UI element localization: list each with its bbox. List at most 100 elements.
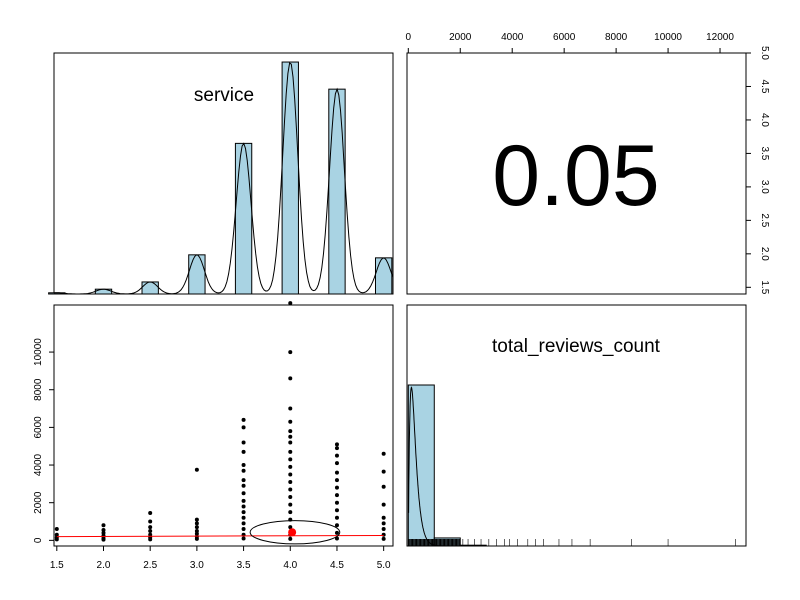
right-tick-label: 3.0 <box>759 180 770 194</box>
y-tick-label: 10000 <box>33 338 44 366</box>
top-tick-label: 12000 <box>706 32 734 43</box>
scatter-point <box>288 479 293 484</box>
right-tick-label: 4.5 <box>759 80 770 94</box>
scatter-point <box>194 467 199 472</box>
total-reviews-hist-bar <box>407 384 435 547</box>
scatter-frame <box>53 304 394 547</box>
scatter-point <box>148 528 153 533</box>
service-density-curve <box>53 62 394 295</box>
correlation-panel: 0.05 0 2000 4000 6000 8000 10000 12000 1.5 2.0 2… <box>406 32 770 295</box>
x-tick-label: 2.0 <box>97 560 111 571</box>
correlation-frame <box>406 52 747 295</box>
scatter-point <box>381 484 386 489</box>
service-hist-bar <box>234 142 253 295</box>
scatter-point <box>101 537 106 542</box>
right-y-axis: 1.5 2.0 2.5 3.0 3.5 4.0 4.5 5.0 <box>746 46 770 295</box>
scatter-point <box>288 495 293 500</box>
scatter-point <box>54 527 59 532</box>
right-tick-label: 2.0 <box>759 247 770 261</box>
scatter-point <box>148 511 153 516</box>
scatter-point <box>194 531 199 536</box>
scatter-point <box>334 446 339 451</box>
scatter-point <box>241 504 246 509</box>
scatter-point <box>54 532 59 537</box>
x-tick-label: 2.5 <box>143 560 157 571</box>
scatter-point <box>381 536 386 541</box>
scatter-point <box>101 530 106 535</box>
scatter-point <box>334 461 339 466</box>
service-histogram-frame <box>53 52 394 295</box>
scatter-point <box>381 469 386 474</box>
service-hist-bar <box>281 61 299 295</box>
scatter-point <box>334 508 339 513</box>
scatter-point <box>334 500 339 505</box>
service-hist-bar <box>328 88 346 295</box>
scatter-point <box>241 478 246 483</box>
x-tick-label: 3.5 <box>237 560 251 571</box>
scatter-point <box>288 434 293 439</box>
scatter-point <box>194 521 199 526</box>
right-tick-label: 1.5 <box>759 280 770 294</box>
right-tick-label: 2.5 <box>759 213 770 227</box>
scatter-point <box>334 442 339 447</box>
y-tick-label: 0 <box>33 537 44 543</box>
scatter-point <box>194 517 199 522</box>
scatter-point <box>194 525 199 530</box>
y-tick-label: 4000 <box>33 453 44 476</box>
right-tick-label: 4.0 <box>759 113 770 127</box>
correlation-value: 0.05 <box>492 128 659 224</box>
scatter-point <box>334 515 339 520</box>
scatter-point <box>241 498 246 503</box>
x-tick-label: 3.0 <box>190 560 204 571</box>
scatter-point <box>148 519 153 524</box>
service-histogram-panel: service <box>48 52 394 295</box>
scatter-point <box>381 502 386 507</box>
scatter-point <box>241 510 246 515</box>
scatter-point <box>241 463 246 468</box>
scatter-point <box>241 491 246 496</box>
scatter-panel: 0 2000 4000 6000 8000 10000 1.5 2.0 2.5 3.0 3.5 4.… <box>33 301 394 571</box>
scatter-point <box>381 527 386 532</box>
top-tick-label: 4000 <box>501 32 524 43</box>
x-tick-label: 5.0 <box>377 560 391 571</box>
scatter-point <box>288 457 293 462</box>
y-tick-label: 6000 <box>33 416 44 439</box>
scatter-point <box>288 510 293 515</box>
scatter-point <box>241 536 246 541</box>
scatter-point <box>241 449 246 454</box>
scatter-point <box>288 525 293 530</box>
scatter-point <box>288 350 293 355</box>
y-tick-label: 8000 <box>33 378 44 401</box>
scatter-point <box>381 532 386 537</box>
scatter-point <box>381 451 386 456</box>
fit-line <box>56 534 384 538</box>
service-title: service <box>194 85 254 106</box>
mean-point <box>288 528 297 537</box>
scatter-point <box>288 536 293 541</box>
right-tick-label: 3.5 <box>759 146 770 160</box>
top-x-axis: 0 2000 4000 6000 8000 10000 12000 <box>406 32 734 53</box>
total-reviews-hist-bar <box>459 544 487 547</box>
scatter-point <box>148 537 153 542</box>
scatter-point <box>194 536 199 541</box>
x-tick-label: 1.5 <box>50 560 64 571</box>
scatter-point <box>334 478 339 483</box>
top-tick-label: 0 <box>406 32 412 43</box>
scatter-point <box>288 440 293 445</box>
scatter-point <box>334 523 339 528</box>
scatter-point <box>148 532 153 537</box>
scatter-point <box>334 470 339 475</box>
scatter-point <box>288 419 293 424</box>
scatter-point <box>334 530 339 535</box>
scatter-point <box>241 527 246 532</box>
scatter-point <box>381 521 386 526</box>
total-reviews-histogram-panel: total_reviews_count <box>406 304 747 547</box>
top-tick-label: 2000 <box>449 32 472 43</box>
scatter-point <box>54 537 59 542</box>
top-tick-label: 8000 <box>605 32 628 43</box>
service-hist-bar <box>374 257 393 295</box>
scatter-point <box>241 521 246 526</box>
scatter-point <box>241 425 246 430</box>
scatter-point <box>288 406 293 411</box>
bottom-x-axis: 1.5 2.0 2.5 3.0 3.5 4.0 4.5 5.0 <box>50 546 391 571</box>
